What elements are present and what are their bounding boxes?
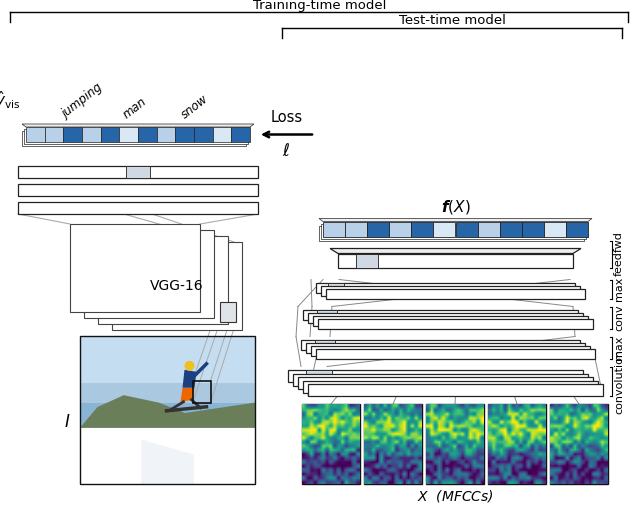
Bar <box>18 184 258 196</box>
Text: Training-time model: Training-time model <box>253 0 387 11</box>
Polygon shape <box>80 428 255 484</box>
Bar <box>311 346 590 355</box>
Bar <box>84 230 214 318</box>
Bar <box>98 236 228 324</box>
Text: feedfwd: feedfwd <box>614 231 624 276</box>
Bar <box>522 222 544 237</box>
Bar <box>308 312 583 323</box>
Bar <box>288 370 583 382</box>
Bar <box>316 283 575 292</box>
Bar <box>18 166 258 178</box>
Bar <box>550 404 608 484</box>
Text: convolution: convolution <box>614 349 624 414</box>
Text: $X$  (MFCCs): $X$ (MFCCs) <box>417 488 493 504</box>
Bar <box>316 349 595 358</box>
Bar <box>433 222 456 237</box>
Bar <box>323 222 345 237</box>
Bar <box>157 127 175 142</box>
Polygon shape <box>330 248 581 253</box>
Bar <box>306 370 332 382</box>
Polygon shape <box>180 388 195 402</box>
Bar <box>231 127 250 142</box>
Bar <box>24 129 248 144</box>
Bar <box>175 127 194 142</box>
Bar <box>500 222 522 237</box>
Bar <box>45 127 63 142</box>
Text: $\hat{y}_{\mathrm{vis}}$: $\hat{y}_{\mathrm{vis}}$ <box>0 89 21 111</box>
Bar <box>456 222 477 237</box>
Bar <box>138 127 157 142</box>
Polygon shape <box>22 124 254 127</box>
Bar <box>302 404 360 484</box>
Bar <box>212 127 231 142</box>
Bar <box>70 224 200 312</box>
Text: max: max <box>614 277 624 301</box>
Text: $I$: $I$ <box>63 413 70 431</box>
Bar <box>80 336 255 383</box>
Bar <box>22 131 246 146</box>
Bar <box>412 222 433 237</box>
Polygon shape <box>141 440 194 484</box>
Bar <box>303 380 598 393</box>
Bar <box>194 127 212 142</box>
Bar <box>345 222 367 237</box>
Text: Loss: Loss <box>271 110 303 124</box>
Bar <box>26 127 45 142</box>
Polygon shape <box>182 370 196 388</box>
Bar <box>119 127 138 142</box>
Bar <box>326 288 585 298</box>
Bar <box>544 222 566 237</box>
Bar <box>566 222 588 237</box>
Bar <box>80 336 255 428</box>
Bar <box>306 343 585 352</box>
Bar <box>303 309 578 319</box>
Bar <box>80 336 255 402</box>
Bar <box>488 404 546 484</box>
Bar <box>315 339 335 350</box>
Text: snow: snow <box>179 92 211 121</box>
Bar <box>328 283 344 292</box>
Text: conv: conv <box>614 304 624 331</box>
Polygon shape <box>80 395 255 428</box>
Bar <box>293 373 588 386</box>
Bar <box>18 202 258 214</box>
Bar <box>298 377 593 389</box>
Bar <box>356 253 378 267</box>
Text: VGG-16: VGG-16 <box>150 279 204 293</box>
Bar <box>301 339 580 350</box>
Bar <box>126 166 150 178</box>
Bar <box>338 253 573 267</box>
Bar <box>193 381 211 403</box>
Bar <box>82 127 100 142</box>
Bar <box>321 224 586 239</box>
Bar <box>426 404 484 484</box>
Text: max: max <box>614 335 624 360</box>
Text: $\boldsymbol{f}(X)$: $\boldsymbol{f}(X)$ <box>441 199 470 217</box>
Bar <box>389 222 412 237</box>
Bar <box>63 127 82 142</box>
Bar <box>112 242 242 330</box>
Bar <box>321 286 580 295</box>
Bar <box>313 315 588 326</box>
Text: $\ell$: $\ell$ <box>282 142 291 160</box>
Bar <box>308 384 603 396</box>
Bar <box>100 127 119 142</box>
Bar <box>80 336 255 484</box>
Bar <box>220 302 236 322</box>
Text: Test-time model: Test-time model <box>399 14 506 28</box>
Bar <box>318 318 593 329</box>
Bar <box>364 404 422 484</box>
Bar <box>319 225 584 241</box>
Bar <box>367 222 389 237</box>
Circle shape <box>184 361 195 371</box>
Polygon shape <box>319 219 592 222</box>
Bar <box>317 309 337 319</box>
Bar <box>477 222 500 237</box>
Text: jumping: jumping <box>60 81 106 121</box>
Text: man: man <box>120 95 148 121</box>
